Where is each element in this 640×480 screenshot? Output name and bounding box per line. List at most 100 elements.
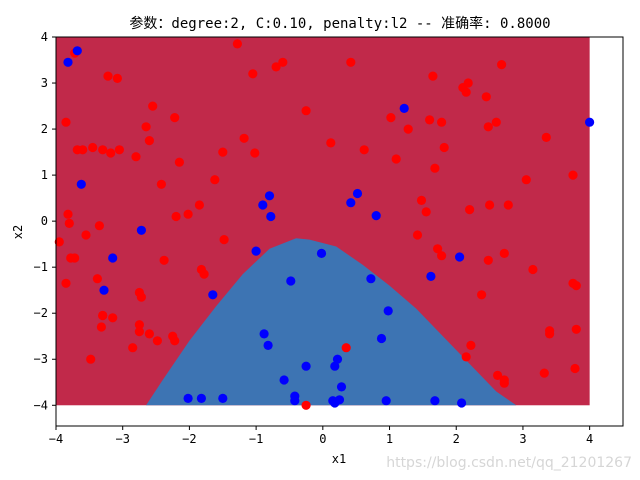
data-point-series-0 [170,336,180,346]
data-point-series-1 [290,396,300,406]
data-point-series-0 [437,251,447,261]
data-point-series-0 [232,39,242,49]
y-tick-label: −4 [34,398,48,412]
data-point-series-0 [94,221,104,231]
data-point-series-0 [466,340,476,350]
data-point-series-0 [463,78,473,88]
data-point-series-0 [131,152,141,162]
data-point-series-1 [279,375,289,385]
data-point-series-0 [570,363,580,374]
data-point-series-0 [541,132,551,142]
data-point-series-0 [63,209,73,219]
data-point-series-0 [571,324,581,334]
data-point-series-0 [465,205,475,215]
data-point-series-0 [483,255,493,265]
data-point-series-0 [412,230,423,240]
data-point-series-0 [346,57,356,67]
data-point-series-0 [250,148,260,158]
data-point-series-0 [54,237,64,247]
data-point-series-1 [99,285,109,295]
data-point-series-0 [141,122,151,132]
data-point-series-0 [528,264,538,275]
data-point-series-0 [499,248,509,258]
y-tick-label: −1 [34,260,48,274]
data-point-series-0 [61,117,71,127]
data-point-series-0 [491,117,501,127]
data-point-series-1 [251,246,261,256]
data-point-series-1 [430,396,440,406]
data-point-series-0 [210,175,220,185]
data-point-series-1 [259,329,269,339]
data-point-series-0 [171,211,181,222]
data-point-series-0 [81,230,91,240]
data-point-series-0 [248,69,258,79]
data-point-series-1 [352,188,363,199]
data-point-series-1 [426,271,436,281]
watermark: https://blog.csdn.net/qq_21201267 [386,455,632,471]
x-tick-label: 4 [586,432,593,446]
data-point-series-0 [341,343,351,353]
data-point-series-1 [258,200,268,210]
data-point-series-1 [336,382,347,392]
chart-title: 参数：degree:2, C:0.10, penalty:l2 -- 准确率: … [129,15,550,32]
data-point-series-0 [136,292,146,302]
y-tick-label: 0 [41,214,48,228]
data-point-series-0 [144,329,154,339]
x-tick-label: 3 [519,432,526,446]
data-point-series-0 [428,71,438,81]
data-point-series-0 [568,278,578,288]
data-point-series-1 [332,354,343,364]
axes: −4 −3 −2 −1 0 1 2 3 4 4 3 2 1 0 −1 −2 −3 −4 [34,30,624,446]
data-point-series-0 [98,145,108,155]
data-point-series-0 [194,200,204,210]
data-point-series-1 [136,225,146,235]
data-point-series-0 [144,136,154,146]
y-tick-label: −2 [34,306,48,320]
data-point-series-0 [174,157,184,167]
data-point-series-0 [545,326,555,336]
data-point-series-0 [539,368,549,378]
y-tick-label: 4 [41,30,48,44]
data-point-series-0 [112,73,122,83]
data-point-series-0 [152,336,162,346]
x-axis-label: x1 [332,452,346,466]
data-point-series-1 [376,333,387,344]
data-point-series-0 [481,92,491,102]
data-point-series-1 [455,252,465,262]
data-point-series-1 [371,211,381,221]
data-point-series-0 [64,218,74,228]
y-tick-label: −3 [34,352,48,366]
data-point-series-1 [286,276,296,286]
data-point-series-1 [196,393,206,403]
x-tick-label: −2 [182,432,196,446]
x-tick-label: −3 [115,432,129,446]
data-point-series-0 [301,106,311,116]
region-negative [146,238,517,406]
data-point-series-0 [403,124,413,134]
data-point-series-0 [271,62,281,72]
data-point-series-0 [326,138,336,148]
data-point-series-0 [61,278,71,288]
data-point-series-0 [239,133,249,143]
data-point-series-1 [399,103,409,113]
data-point-series-0 [86,354,96,364]
data-point-series-1 [366,274,376,284]
data-point-series-0 [103,71,113,81]
data-point-series-0 [568,170,578,180]
x-tick-label: 1 [386,432,393,446]
data-point-series-0 [416,195,427,205]
data-point-series-0 [421,207,431,217]
data-point-series-0 [301,400,311,410]
data-point-series-0 [134,320,144,330]
data-point-series-0 [70,253,80,263]
data-point-series-0 [359,145,369,155]
data-point-series-0 [170,113,180,123]
data-point-series-0 [108,313,118,323]
data-point-series-0 [159,255,169,265]
data-point-series-0 [391,154,401,164]
data-point-series-0 [430,163,440,173]
data-point-series-0 [483,122,493,132]
data-point-series-0 [218,147,228,157]
data-point-series-1 [263,340,273,350]
